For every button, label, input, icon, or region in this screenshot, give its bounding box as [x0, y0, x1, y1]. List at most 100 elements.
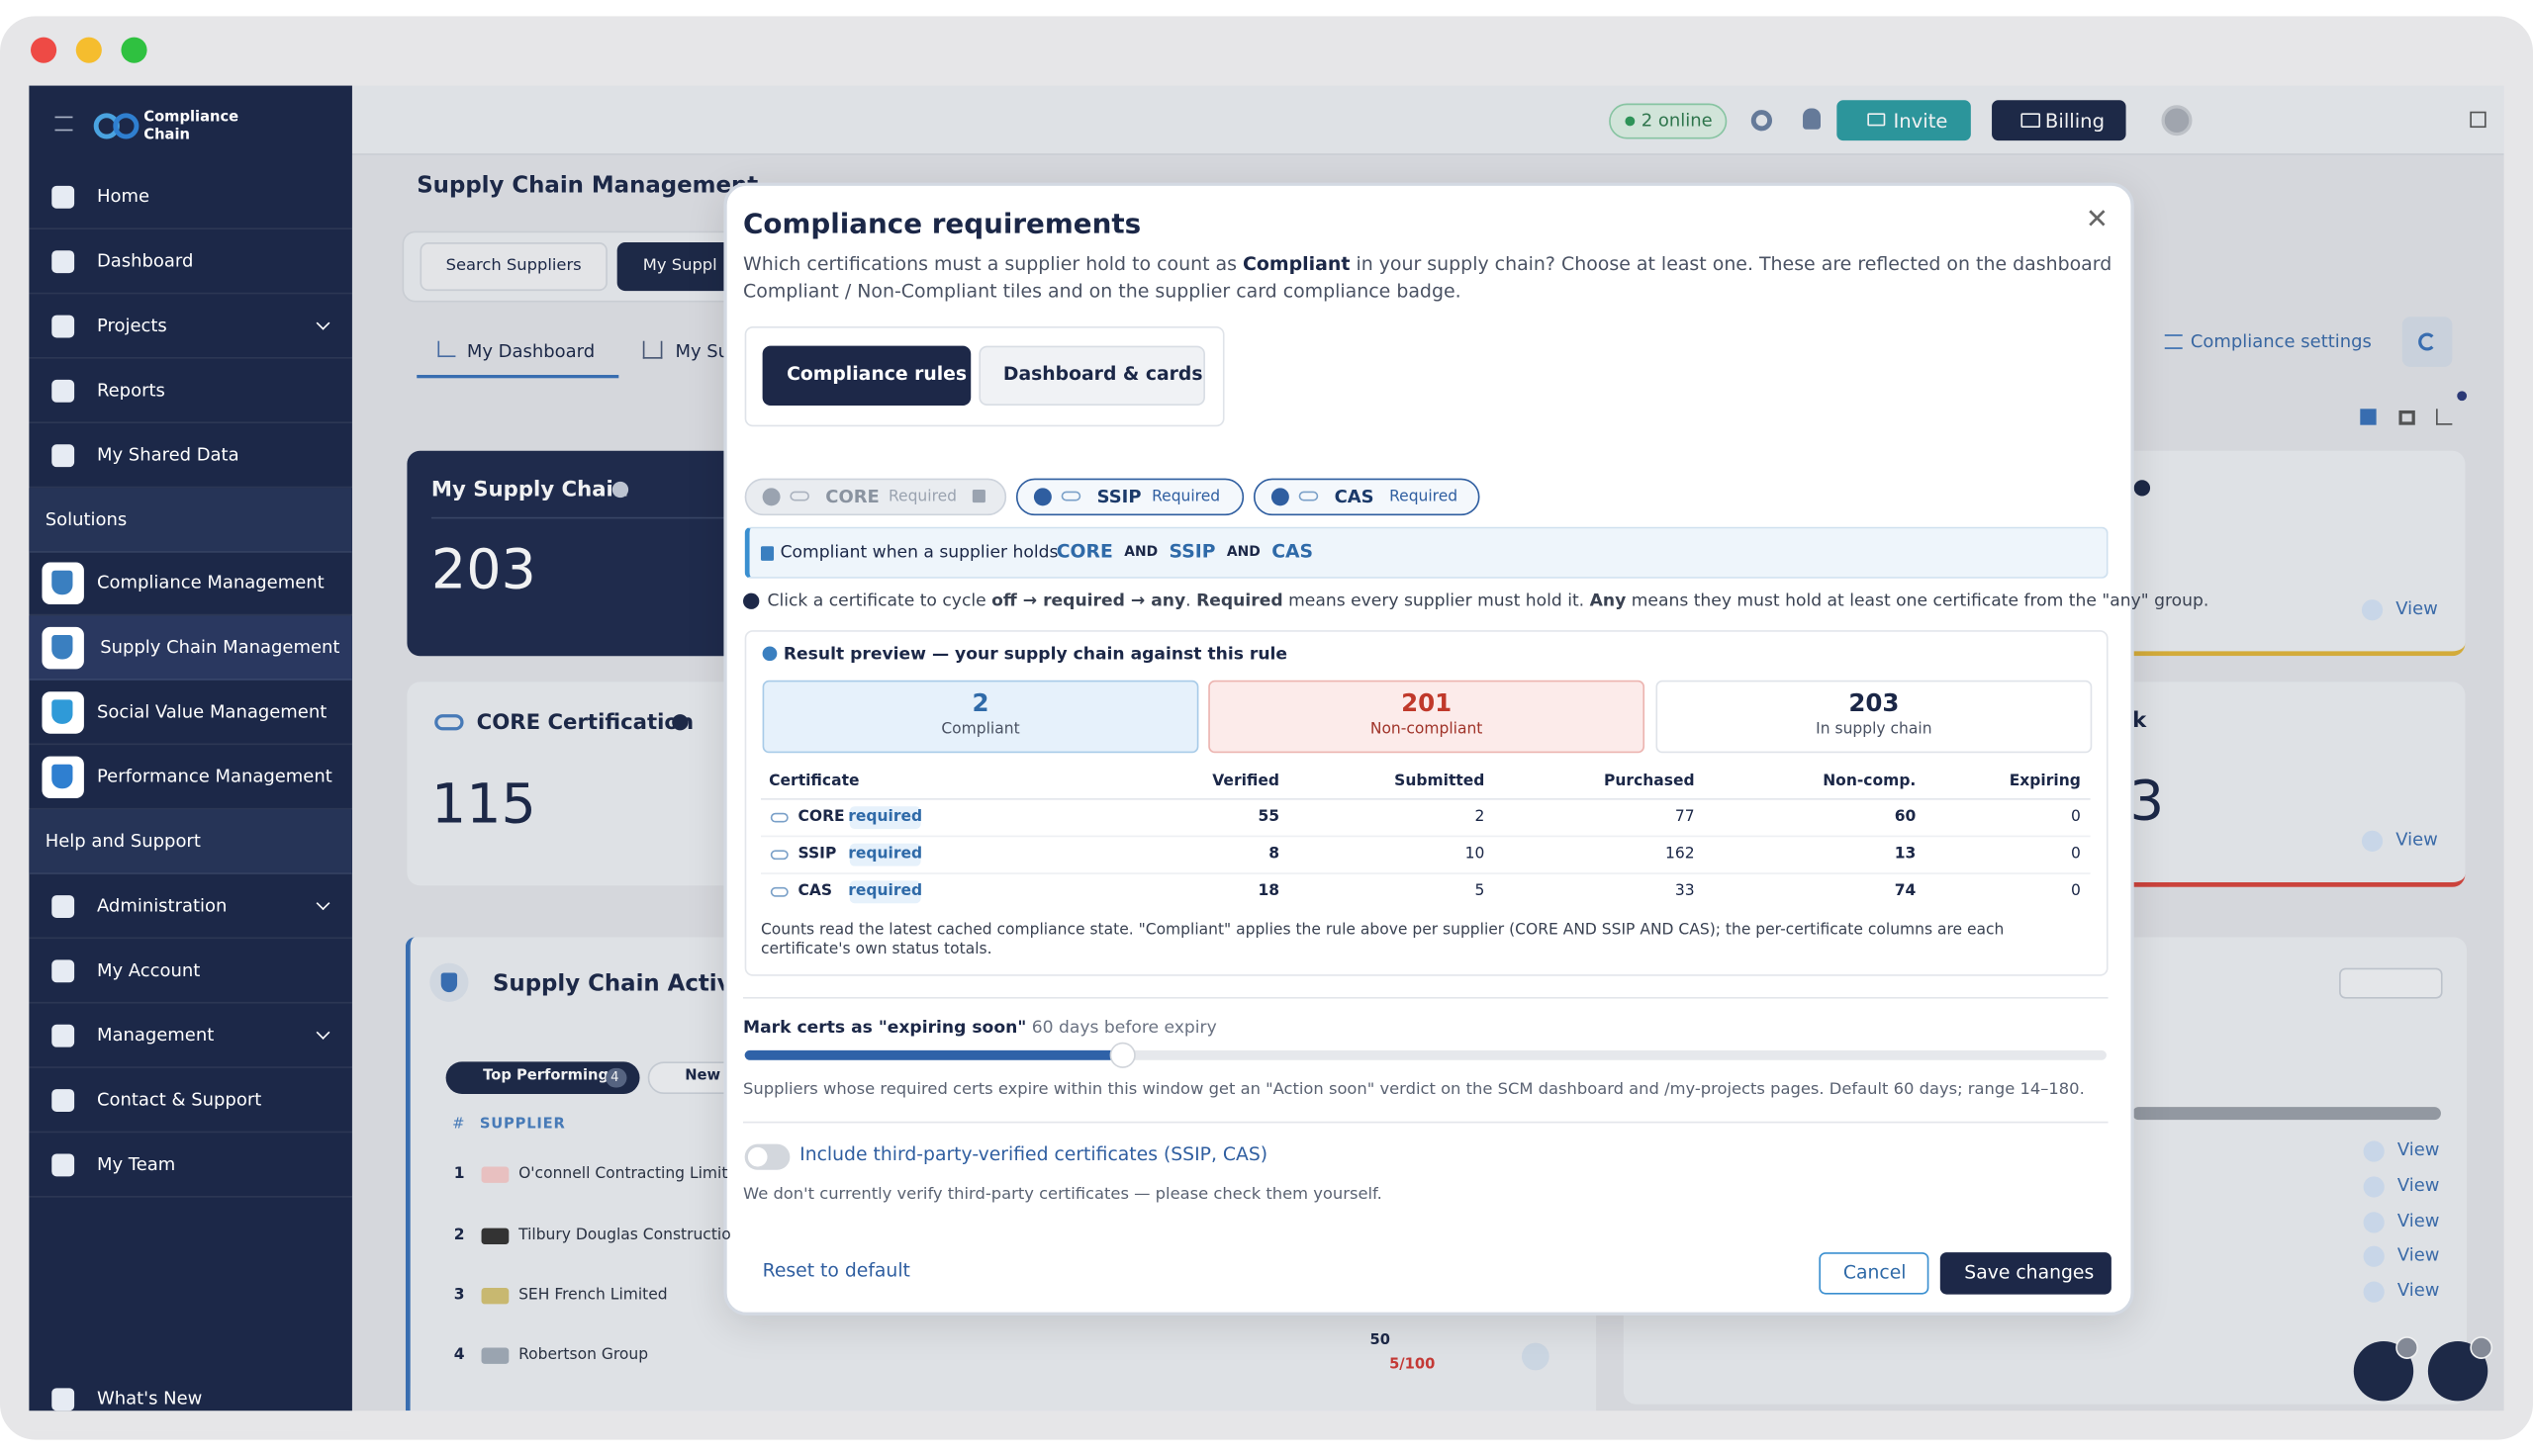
preview-title: Result preview — your supply chain again…: [783, 644, 1288, 665]
top-bar: [351, 85, 2504, 155]
billing-button[interactable]: [1992, 100, 2126, 141]
view-link[interactable]: View: [2396, 1174, 2440, 1196]
nav-item[interactable]: [29, 681, 352, 746]
nav-item[interactable]: [29, 1004, 352, 1068]
cert-chip[interactable]: [1253, 478, 1480, 516]
logo-mark: [113, 113, 140, 139]
tab-label: My Suppl: [642, 256, 717, 275]
nav-icon: [51, 895, 75, 918]
supplier-logo: [481, 1166, 510, 1183]
nav-label: My Account: [96, 959, 201, 981]
nav-label: Social Value Management: [96, 701, 328, 723]
float-close: [2470, 1336, 2493, 1359]
section-label: Solutions: [45, 508, 128, 530]
nav-item[interactable]: [29, 874, 352, 940]
cell: 13: [1894, 845, 1917, 864]
view-link[interactable]: View: [2395, 829, 2438, 851]
invite-button[interactable]: [1836, 100, 1971, 141]
close-button[interactable]: ✕: [2085, 203, 2110, 236]
cell: 77: [1674, 807, 1695, 826]
sidebar: [29, 85, 352, 1411]
tile-label: Compliant: [941, 720, 1020, 739]
cancel-button[interactable]: [1819, 1252, 1929, 1295]
view-link[interactable]: View: [2396, 1210, 2440, 1231]
cert-name: CORE: [797, 807, 845, 826]
nav-item[interactable]: [29, 423, 352, 489]
nav-item[interactable]: [29, 551, 352, 616]
tab: [420, 242, 608, 292]
cert-chip[interactable]: [1015, 478, 1245, 516]
cell: 8: [1268, 845, 1280, 864]
result-tile: [1655, 680, 2093, 754]
chip-status: Required: [1152, 488, 1221, 506]
slider-thumb[interactable]: [1108, 1042, 1136, 1068]
text: .: [1185, 591, 1197, 611]
cell: 33: [1674, 882, 1695, 900]
nav-item[interactable]: [29, 1133, 352, 1198]
progress-track: [2132, 1107, 2441, 1121]
tab[interactable]: [762, 345, 972, 407]
result-tile: [1208, 680, 1645, 754]
nav-item[interactable]: [29, 939, 352, 1004]
info-icon: [743, 592, 760, 609]
cert-logo: [1061, 491, 1081, 501]
view-link[interactable]: View: [2396, 1138, 2440, 1160]
chip-status: Required: [888, 488, 958, 506]
nav-icon: [51, 444, 75, 468]
stat-card: [407, 682, 747, 886]
nav-item[interactable]: [29, 229, 352, 295]
preview-box: [744, 630, 2109, 976]
subtab-underline: [417, 375, 619, 379]
tab[interactable]: [979, 345, 1205, 407]
nav-item[interactable]: [29, 359, 352, 424]
score: 50: [1369, 1332, 1390, 1350]
nav-label: Home: [96, 185, 149, 208]
nav-icon: [51, 1089, 75, 1112]
nav-icon: [51, 185, 75, 209]
cert-name: CAS: [797, 882, 833, 900]
supplier-name: O'connell Contracting Limit: [518, 1164, 728, 1183]
rule-term: CORE: [1056, 539, 1113, 563]
nav-label: Management: [96, 1024, 215, 1046]
nav-item[interactable]: [29, 1367, 352, 1432]
online-dot: [1625, 116, 1636, 127]
logo-text: Compliance: [143, 110, 239, 127]
save-button[interactable]: [1939, 1252, 2111, 1295]
reset-link[interactable]: Reset to default: [762, 1258, 910, 1282]
avatar: [2161, 105, 2193, 136]
rank: 1: [453, 1164, 465, 1183]
cert-chip[interactable]: [744, 478, 1007, 516]
nav-item[interactable]: [29, 165, 352, 229]
column-header: Expiring: [2009, 772, 2081, 790]
cell: 74: [1894, 882, 1917, 900]
solution-glyph: [51, 570, 73, 595]
nav-item[interactable]: [29, 1068, 352, 1134]
nav-icon: [51, 315, 75, 338]
divider: [430, 516, 739, 519]
view-link[interactable]: View: [2396, 1279, 2440, 1302]
nav-label: What's New: [96, 1388, 203, 1410]
badge: [606, 1067, 627, 1088]
nav-section: [29, 809, 352, 874]
modal-title: Compliance requirements: [743, 208, 1142, 241]
tab-label: Search Suppliers: [445, 256, 582, 275]
view-link[interactable]: View: [2396, 1243, 2440, 1266]
nav-item[interactable]: [29, 745, 352, 810]
solution-glyph: [51, 699, 73, 724]
nav-item[interactable]: [29, 294, 352, 359]
eye-icon: [2361, 830, 2384, 852]
view-link[interactable]: View: [2395, 597, 2438, 619]
supplier-name: Robertson Group: [518, 1345, 649, 1364]
cell: 55: [1258, 807, 1280, 826]
eye-icon: [2363, 1245, 2385, 1267]
column-header: SUPPLIER: [479, 1116, 566, 1134]
solution-glyph: [51, 635, 73, 660]
status-badge: [849, 880, 921, 904]
logo-text: Chain: [143, 128, 190, 144]
max-dot: [121, 37, 147, 63]
slider-label: Mark certs as "expiring soon" 60 days be…: [743, 1019, 1217, 1037]
nav-label: My Shared Data: [96, 444, 239, 466]
slider-help: Suppliers whose required certs expire wi…: [743, 1080, 2085, 1099]
info-icon: [672, 714, 689, 731]
